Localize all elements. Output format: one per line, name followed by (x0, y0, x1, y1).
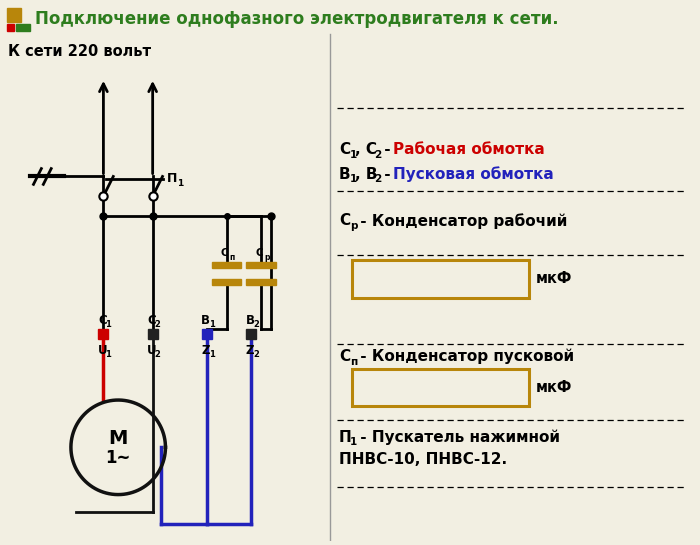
Bar (202, 329, 211, 339)
Text: Пусковая обмотка: Пусковая обмотка (393, 167, 554, 183)
Text: U: U (97, 344, 107, 358)
Text: С: С (256, 249, 262, 258)
Text: С: С (339, 142, 350, 158)
Bar (7, 8, 21, 22)
Text: -: - (379, 167, 396, 182)
Bar (7, 24, 14, 31)
Text: 1: 1 (349, 438, 357, 447)
Bar (351, 368, 529, 406)
Text: П: П (339, 430, 351, 445)
Text: 2: 2 (155, 350, 160, 359)
Bar (16, 24, 29, 31)
Text: С: С (147, 314, 156, 327)
Bar (351, 260, 529, 298)
Text: - Конденсатор пусковой: - Конденсатор пусковой (355, 349, 574, 365)
Text: 1~: 1~ (106, 449, 131, 467)
Text: , В: , В (355, 167, 377, 182)
Text: 1: 1 (177, 179, 183, 188)
Bar (211, 262, 242, 268)
Text: Подключение однофазного электродвигателя к сети.: Подключение однофазного электродвигателя… (36, 10, 559, 28)
Text: - Конденсатор рабочий: - Конденсатор рабочий (355, 213, 567, 229)
Text: П: П (167, 172, 177, 185)
Text: мкФ: мкФ (536, 271, 572, 287)
Text: 1: 1 (106, 320, 111, 329)
Text: 1: 1 (349, 150, 357, 160)
Bar (246, 329, 256, 339)
Text: М: М (108, 429, 128, 448)
Text: U: U (147, 344, 157, 358)
Bar (246, 279, 276, 285)
Text: 2: 2 (253, 320, 259, 329)
Text: В: В (339, 167, 351, 182)
Text: р: р (349, 221, 357, 231)
Text: К сети 220 вольт: К сети 220 вольт (8, 44, 151, 59)
Text: 2: 2 (253, 350, 259, 359)
Bar (211, 279, 242, 285)
Text: р: р (264, 253, 270, 262)
Text: 1: 1 (106, 350, 111, 359)
Text: С: С (98, 314, 107, 327)
Text: В: В (246, 314, 255, 327)
Bar (148, 329, 158, 339)
Text: 2: 2 (374, 174, 382, 184)
Text: 2: 2 (374, 150, 382, 160)
Text: Z: Z (246, 344, 254, 358)
Text: ПНВС-10, ПНВС-12.: ПНВС-10, ПНВС-12. (339, 452, 507, 467)
Text: В: В (202, 314, 210, 327)
Text: 1: 1 (209, 350, 215, 359)
Text: - Пускатель нажимной: - Пускатель нажимной (355, 429, 559, 445)
Text: Рабочая обмотка: Рабочая обмотка (393, 142, 545, 158)
Bar (246, 262, 276, 268)
Text: , С: , С (355, 142, 377, 158)
Text: С: С (339, 349, 350, 364)
Text: мкФ: мкФ (536, 380, 572, 395)
Text: Z: Z (202, 344, 210, 358)
Text: 2: 2 (155, 320, 160, 329)
Text: 1: 1 (349, 174, 357, 184)
Text: п: п (230, 253, 235, 262)
Text: п: п (349, 356, 357, 367)
Text: 1: 1 (209, 320, 215, 329)
Text: С: С (220, 249, 228, 258)
Text: С: С (339, 213, 350, 228)
Text: -: - (379, 142, 396, 158)
Bar (99, 329, 108, 339)
